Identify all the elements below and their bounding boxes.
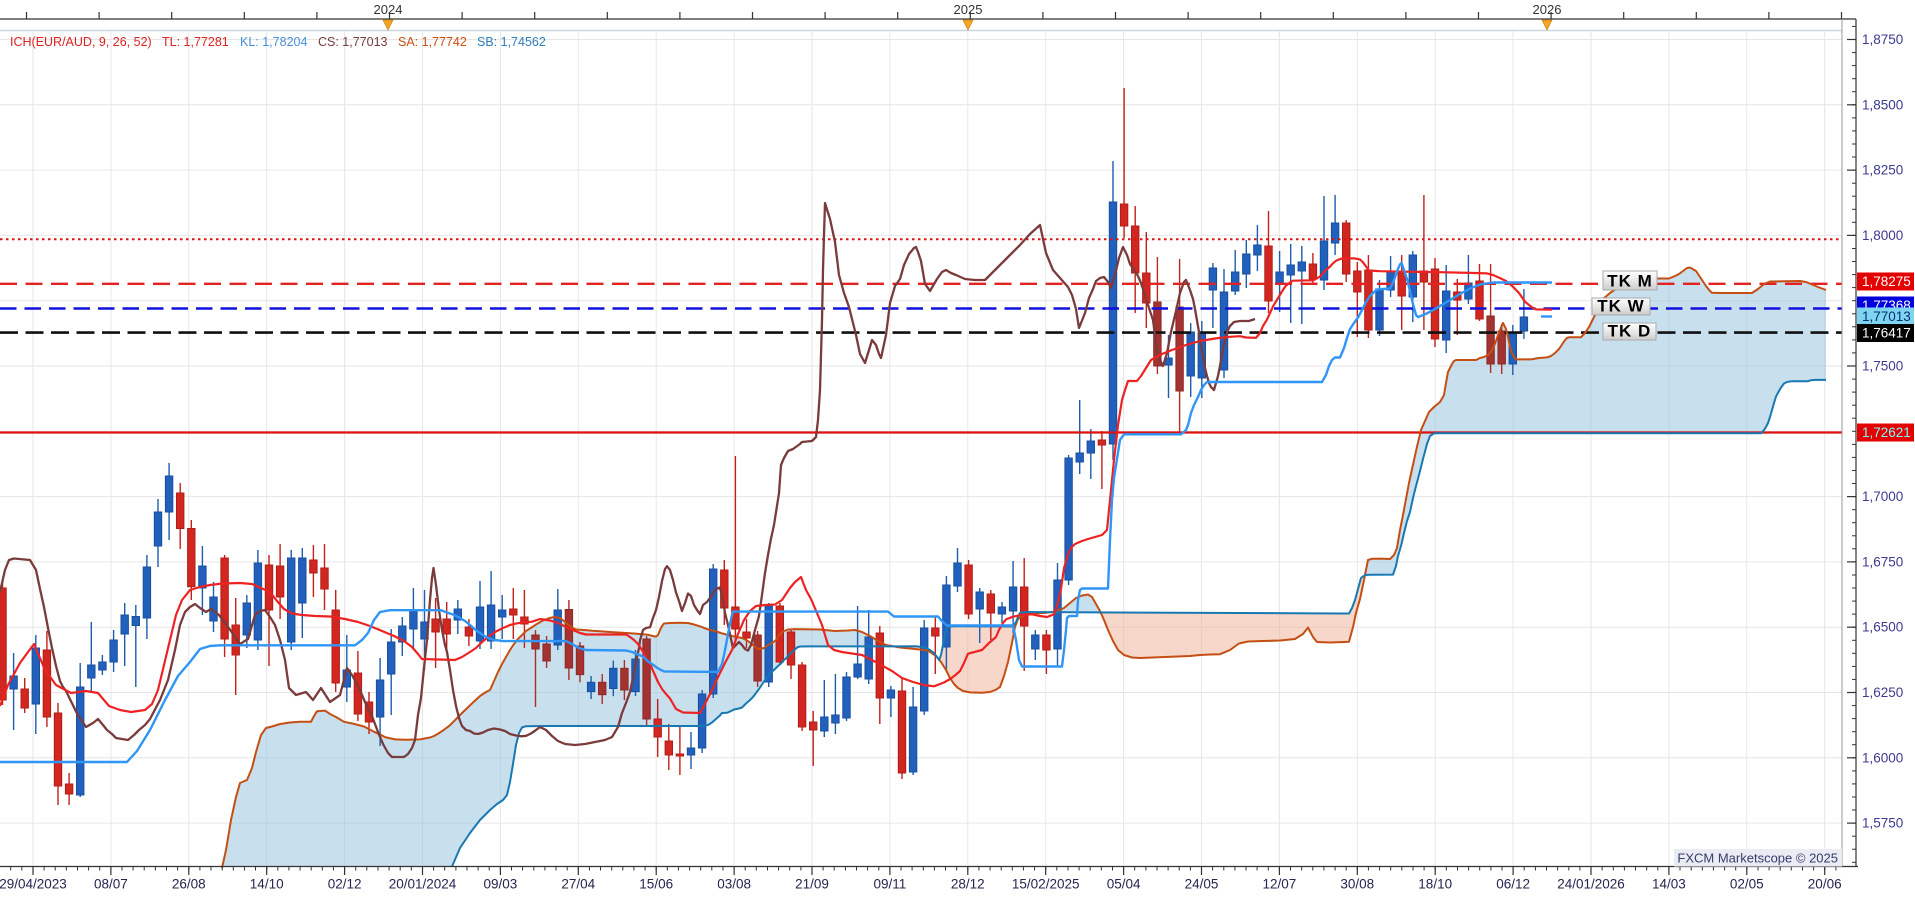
svg-text:29/04/2023: 29/04/2023 (0, 877, 67, 892)
svg-text:24/05: 24/05 (1185, 877, 1219, 892)
svg-text:1,8750: 1,8750 (1862, 32, 1903, 47)
svg-text:20/01/2024: 20/01/2024 (389, 877, 457, 892)
svg-text:1,78275: 1,78275 (1862, 274, 1911, 289)
svg-text:20/06: 20/06 (1808, 877, 1842, 892)
svg-text:15/02/2025: 15/02/2025 (1012, 877, 1080, 892)
svg-text:2024: 2024 (374, 2, 403, 17)
svg-text:1,7500: 1,7500 (1862, 359, 1903, 374)
svg-text:ICH(EUR/AUD, 9, 26, 52)TL: 1,7: ICH(EUR/AUD, 9, 26, 52) TL: 1,77281 KL: 1,… (10, 35, 546, 49)
svg-text:27/04: 27/04 (561, 877, 595, 892)
svg-text:1,7000: 1,7000 (1862, 489, 1903, 504)
svg-text:15/06: 15/06 (639, 877, 673, 892)
svg-text:28/12: 28/12 (951, 877, 985, 892)
svg-text:21/09: 21/09 (795, 877, 829, 892)
svg-text:24/01/2026: 24/01/2026 (1557, 877, 1625, 892)
svg-text:12/07: 12/07 (1263, 877, 1297, 892)
svg-text:1,77013: 1,77013 (1862, 309, 1911, 324)
svg-text:1,6500: 1,6500 (1862, 620, 1903, 635)
svg-text:1,8000: 1,8000 (1862, 228, 1903, 243)
svg-text:TK D: TK D (1608, 322, 1652, 341)
svg-text:FXCM Marketscope © 2025: FXCM Marketscope © 2025 (1677, 851, 1838, 866)
svg-text:26/08: 26/08 (172, 877, 206, 892)
svg-text:2026: 2026 (1533, 2, 1562, 17)
svg-text:TK M: TK M (1607, 272, 1653, 291)
svg-text:TK W: TK W (1597, 297, 1644, 316)
svg-text:1,76417: 1,76417 (1862, 326, 1911, 341)
svg-text:14/10: 14/10 (250, 877, 284, 892)
svg-text:18/10: 18/10 (1418, 877, 1452, 892)
svg-text:1,8500: 1,8500 (1862, 97, 1903, 112)
svg-text:30/08: 30/08 (1340, 877, 1374, 892)
svg-text:02/12: 02/12 (328, 877, 362, 892)
svg-text:1,8250: 1,8250 (1862, 163, 1903, 178)
svg-text:05/04: 05/04 (1107, 877, 1141, 892)
svg-text:1,6250: 1,6250 (1862, 685, 1903, 700)
svg-text:08/07: 08/07 (94, 877, 128, 892)
svg-text:14/03: 14/03 (1652, 877, 1686, 892)
svg-text:02/05: 02/05 (1730, 877, 1764, 892)
svg-text:1,6000: 1,6000 (1862, 750, 1903, 765)
svg-text:09/03: 09/03 (484, 877, 518, 892)
svg-text:06/12: 06/12 (1496, 877, 1530, 892)
svg-text:2025: 2025 (954, 2, 983, 17)
svg-text:1,5750: 1,5750 (1862, 816, 1903, 831)
svg-text:1,6750: 1,6750 (1862, 554, 1903, 569)
svg-text:03/08: 03/08 (717, 877, 751, 892)
svg-text:09/11: 09/11 (874, 877, 907, 892)
svg-text:1,72621: 1,72621 (1862, 425, 1911, 440)
